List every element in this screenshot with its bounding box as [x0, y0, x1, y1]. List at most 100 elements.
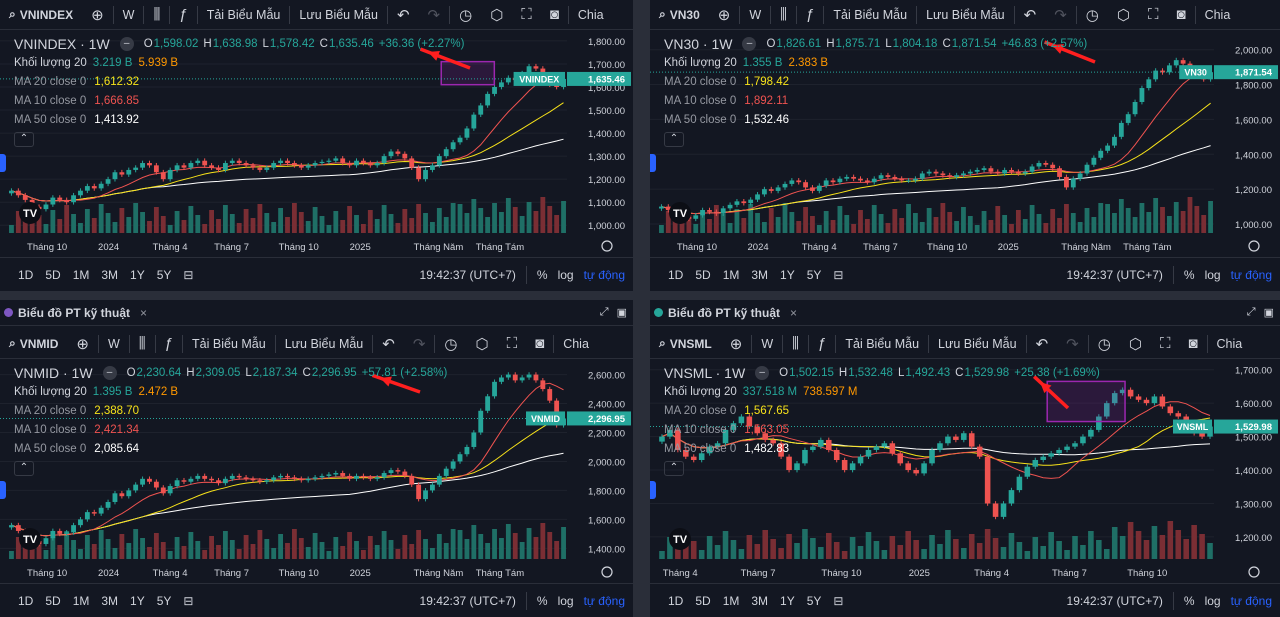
undo-icon[interactable]: ↶	[1023, 6, 1037, 24]
add-symbol-icon[interactable]: ⊕	[76, 335, 89, 353]
ma50-legend-row[interactable]: MA 50 close 0 1,482.83	[664, 439, 1105, 458]
log-toggle[interactable]: log	[1204, 267, 1221, 282]
ma10-legend-row[interactable]: MA 10 close 0 1,563.05	[664, 420, 1105, 439]
redo-icon[interactable]: ↷	[427, 6, 441, 24]
log-toggle[interactable]: log	[557, 593, 574, 608]
range-3m-button[interactable]: 3M	[101, 593, 119, 608]
chart-area[interactable]: 1,800.00 1,700.00 1,600.00 1,500.00 1,400.00…	[0, 30, 633, 257]
chart-area[interactable]: 2,600.00 2,400.00 2,200.00 2,000.00 1,800.00…	[0, 359, 633, 583]
volume-legend-row[interactable]: Khối lượng 20 3.219 B 5.939 B	[14, 53, 469, 72]
undo-icon[interactable]: ↶	[1035, 335, 1049, 353]
ma20-legend-row[interactable]: MA 20 close 0 1,798.42	[664, 72, 1092, 91]
percent-toggle[interactable]: %	[1183, 267, 1195, 282]
range-3m-button[interactable]: 3M	[751, 593, 769, 608]
interval-button[interactable]: W	[122, 7, 135, 22]
symbol-search-button[interactable]: ⌕ VNINDEX	[0, 0, 82, 29]
undo-icon[interactable]: ↶	[396, 6, 410, 24]
range-1m-button[interactable]: 1M	[72, 267, 90, 282]
indicators-icon[interactable]: ƒ	[818, 335, 827, 352]
volume-legend-row[interactable]: Khối lượng 20 1.355 B 2.383 B	[664, 53, 1092, 72]
candles-icon[interactable]: ⫼	[138, 335, 146, 352]
camera-icon[interactable]: ◙	[1176, 6, 1186, 23]
fullscreen-icon[interactable]: ⛶	[521, 6, 532, 23]
range-1m-button[interactable]: 1M	[722, 593, 740, 608]
save-template-button[interactable]: Lưu Biểu Mẫu	[938, 336, 1017, 351]
range-5d-button[interactable]: 5D	[695, 593, 711, 608]
chart-area[interactable]: 1,700.00 1,600.00 1,500.00 1,400.00 1,300.00…	[650, 359, 1280, 583]
redo-icon[interactable]: ↷	[1066, 335, 1079, 353]
range-1d-button[interactable]: 1D	[18, 593, 34, 608]
share-button[interactable]: Chia	[1204, 7, 1231, 22]
calendar-icon[interactable]: ⊟	[833, 267, 844, 282]
expand-icon[interactable]: ⤢	[599, 306, 609, 318]
ma10-legend-row[interactable]: MA 10 close 0 1,666.85	[14, 91, 469, 110]
ma10-legend-row[interactable]: MA 10 close 0 2,421.34	[14, 420, 452, 439]
ma20-legend-row[interactable]: MA 20 close 0 2,388.70	[14, 401, 452, 420]
tab-title[interactable]: Biểu đồ PT kỹ thuật	[668, 305, 781, 320]
candles-icon[interactable]: ⫼	[780, 6, 788, 23]
range-3m-button[interactable]: 3M	[751, 267, 769, 282]
range-5y-button[interactable]: 5Y	[806, 267, 822, 282]
range-1y-button[interactable]: 1Y	[780, 267, 795, 282]
candles-icon[interactable]: ⫼	[153, 6, 161, 23]
indicators-icon[interactable]: ƒ	[164, 335, 174, 352]
range-1m-button[interactable]: 1M	[72, 593, 90, 608]
percent-toggle[interactable]: %	[536, 593, 548, 608]
symbol-search-button[interactable]: ⌕ VN30	[650, 0, 709, 29]
auto-scale-toggle[interactable]: tự động	[583, 267, 625, 282]
settings-icon[interactable]: ⬡	[1116, 6, 1130, 24]
share-button[interactable]: Chia	[563, 336, 589, 351]
percent-toggle[interactable]: %	[536, 267, 548, 282]
hide-icon[interactable]: –	[102, 365, 117, 380]
settings-icon[interactable]: ⬡	[1128, 335, 1142, 353]
ma50-legend-row[interactable]: MA 50 close 0 2,085.64	[14, 439, 452, 458]
auto-scale-toggle[interactable]: tự động	[583, 593, 625, 608]
camera-icon[interactable]: ◙	[535, 335, 545, 352]
chart-area[interactable]: 2,000.00 1,800.00 1,600.00 1,400.00 1,200.00…	[650, 30, 1280, 257]
symbol-search-button[interactable]: ⌕ VNMID	[0, 329, 67, 358]
indicators-icon[interactable]: ƒ	[806, 6, 815, 23]
calendar-icon[interactable]: ⊟	[183, 267, 194, 282]
volume-legend-row[interactable]: Khối lượng 20 337.518 M 738.597 M	[664, 382, 1105, 401]
percent-toggle[interactable]: %	[1183, 593, 1195, 608]
candles-icon[interactable]: ⫼	[792, 335, 800, 352]
undo-icon[interactable]: ↶	[382, 335, 395, 353]
collapse-legend-icon[interactable]: ⌃	[14, 132, 34, 147]
range-5d-button[interactable]: 5D	[45, 593, 61, 608]
maximize-icon[interactable]: ▣	[616, 307, 627, 319]
fullscreen-icon[interactable]: ⛶	[1159, 335, 1171, 352]
range-5d-button[interactable]: 5D	[45, 267, 61, 282]
collapse-legend-icon[interactable]: ⌃	[14, 461, 34, 476]
tab-close-icon[interactable]: ×	[140, 305, 148, 320]
range-3m-button[interactable]: 3M	[101, 267, 119, 282]
auto-scale-toggle[interactable]: tự động	[1230, 267, 1272, 282]
load-template-button[interactable]: Tải Biểu Mẫu	[206, 7, 281, 22]
panel-tab[interactable]: Biểu đồ PT kỹ thuật × ⤢ ▣	[0, 300, 633, 326]
interval-button[interactable]: W	[749, 7, 762, 22]
calendar-icon[interactable]: ⊟	[833, 593, 844, 608]
fullscreen-icon[interactable]: ⛶	[1147, 6, 1159, 23]
add-symbol-icon[interactable]: ⊕	[717, 6, 731, 24]
share-button[interactable]: Chia	[1216, 336, 1243, 351]
range-1y-button[interactable]: 1Y	[130, 593, 145, 608]
settings-icon[interactable]: ⬡	[475, 335, 489, 353]
fullscreen-icon[interactable]: ⛶	[506, 335, 518, 352]
share-button[interactable]: Chia	[577, 7, 604, 22]
redo-icon[interactable]: ↷	[412, 335, 426, 353]
symbol-search-button[interactable]: ⌕ VNSML	[650, 329, 721, 358]
camera-icon[interactable]: ◙	[1188, 335, 1198, 352]
hide-icon[interactable]: –	[755, 365, 770, 380]
ma50-legend-row[interactable]: MA 50 close 0 1,413.92	[14, 110, 469, 129]
panel-tab[interactable]: Biểu đồ PT kỹ thuật × ⤢ ▣	[650, 300, 1280, 326]
replay-icon[interactable]: ◷	[1097, 335, 1111, 353]
ma10-legend-row[interactable]: MA 10 close 0 1,892.11	[664, 91, 1092, 110]
save-template-button[interactable]: Lưu Biểu Mẫu	[299, 7, 378, 22]
calendar-icon[interactable]: ⊟	[183, 593, 194, 608]
side-panel-handle[interactable]	[0, 153, 6, 172]
add-symbol-icon[interactable]: ⊕	[729, 335, 743, 353]
range-1d-button[interactable]: 1D	[668, 267, 684, 282]
auto-scale-toggle[interactable]: tự động	[1230, 593, 1272, 608]
interval-button[interactable]: W	[107, 336, 120, 351]
replay-icon[interactable]: ◷	[1085, 6, 1099, 24]
save-template-button[interactable]: Lưu Biểu Mẫu	[926, 7, 1005, 22]
